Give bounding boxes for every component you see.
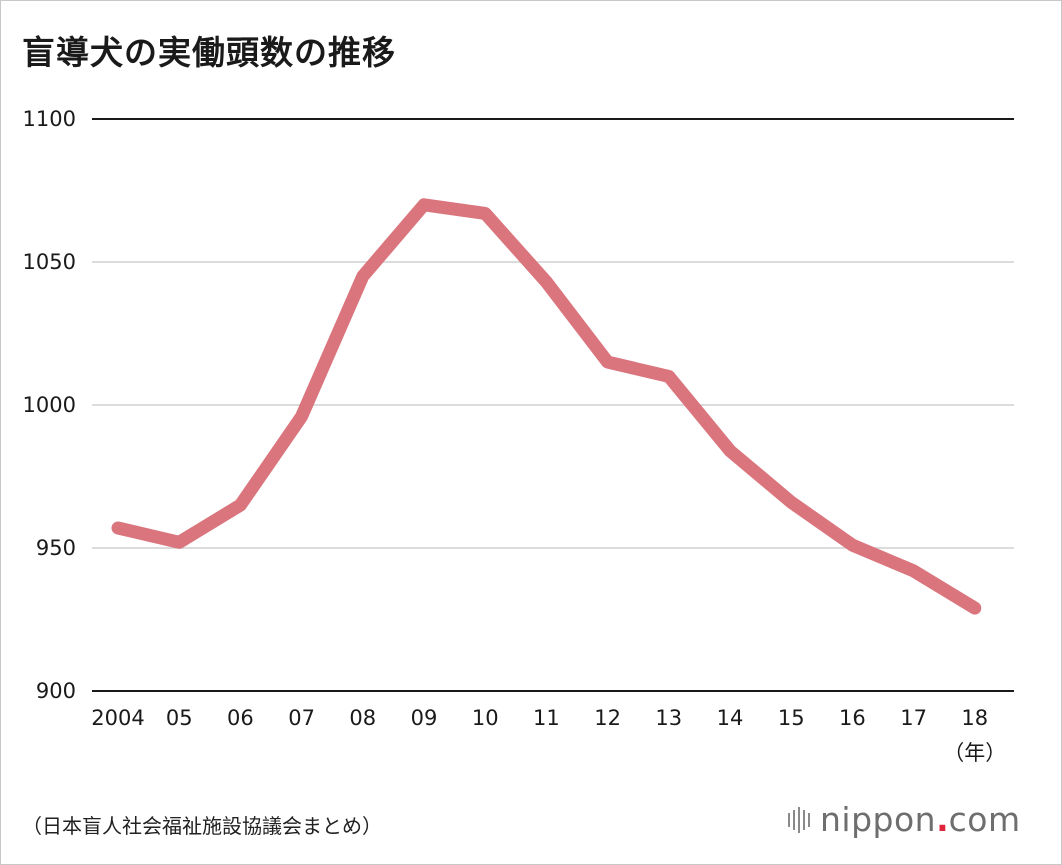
x-tick-label: 07	[288, 706, 315, 730]
source-note: （日本盲人社会福祉施設協議会まとめ）	[22, 814, 382, 838]
y-tick-label: 1000	[23, 393, 76, 417]
x-tick-label: 2004	[91, 706, 144, 730]
nippon-logo: nippon. com	[788, 800, 1021, 839]
data-point	[117, 527, 119, 529]
logo-dot: .	[936, 800, 949, 839]
logo-suffix: com	[948, 800, 1021, 839]
gridlines	[92, 118, 1014, 692]
x-tick-label: 12	[594, 706, 621, 730]
data-point	[790, 501, 792, 503]
logo-bars-icon	[788, 806, 810, 833]
logo-text: nippon	[820, 800, 937, 839]
x-tick-label: 13	[655, 706, 682, 730]
data-point	[913, 570, 915, 572]
x-tick-label: 06	[227, 706, 254, 730]
data-point	[484, 212, 486, 214]
x-tick-label: 09	[411, 706, 438, 730]
y-tick-label: 950	[36, 536, 76, 560]
x-tick-label: 15	[778, 706, 805, 730]
x-tick-label: 11	[533, 706, 560, 730]
y-tick-label: 900	[36, 679, 76, 703]
x-tick-label: 10	[472, 706, 499, 730]
x-tick-label: 14	[717, 706, 744, 730]
data-point	[239, 504, 241, 506]
x-tick-label: 18	[961, 706, 988, 730]
series-line	[111, 198, 982, 615]
x-tick-label: 05	[166, 706, 193, 730]
data-point	[545, 281, 547, 283]
data-point	[301, 415, 303, 417]
x-tick-label: 08	[349, 706, 376, 730]
data-point	[974, 607, 976, 609]
x-axis-ticks: 2004 05 06 07 08 09 10 11 12 13 14 15 16 17 18 （年）	[91, 706, 1006, 765]
y-axis-ticks: 1100 1050 1000 950 900	[23, 107, 76, 703]
y-tick-label: 1100	[23, 107, 76, 131]
data-point	[362, 275, 364, 277]
x-tick-label: 17	[900, 706, 927, 730]
data-point	[851, 544, 853, 546]
data-point	[729, 450, 731, 452]
y-tick-label: 1050	[23, 250, 76, 274]
data-point	[423, 204, 425, 206]
x-unit-label: （年）	[943, 741, 1006, 765]
chart-title: 盲導犬の実働頭数の推移	[22, 33, 396, 72]
data-point	[607, 361, 609, 363]
data-point	[668, 375, 670, 377]
data-point	[178, 541, 180, 543]
x-tick-label: 16	[839, 706, 866, 730]
